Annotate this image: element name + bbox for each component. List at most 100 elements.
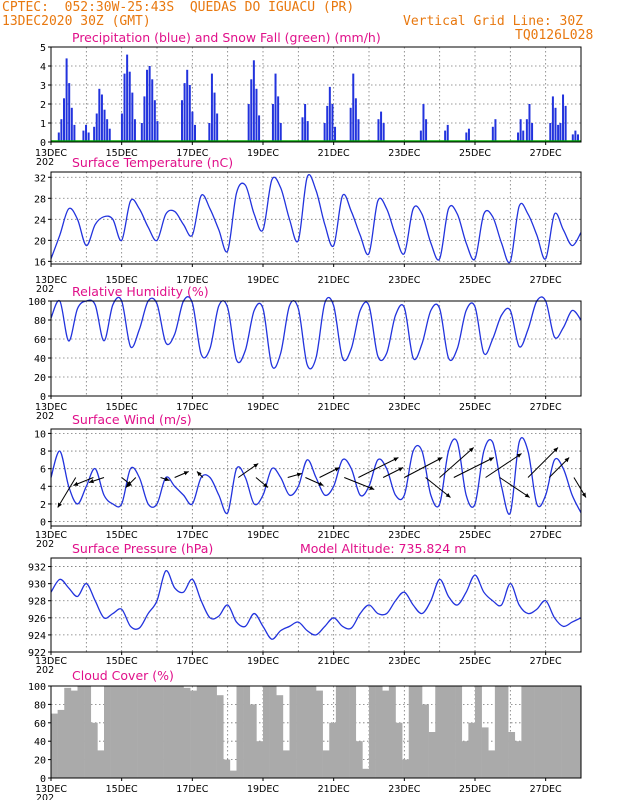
wind-arrow-head xyxy=(445,492,451,498)
x-tick-label: 15DEC xyxy=(106,402,138,413)
x-tick-label: 21DEC xyxy=(318,402,350,413)
precip-bar xyxy=(357,119,360,142)
cloud-bar xyxy=(276,695,284,778)
cloud-bar xyxy=(382,690,390,778)
wind-arrow-head xyxy=(488,457,494,462)
wind-arrow-head xyxy=(164,477,170,482)
x-tick-label: 13DEC xyxy=(35,148,67,159)
x-tick-label: 19DEC xyxy=(247,656,279,667)
precip-bar xyxy=(120,113,123,142)
series-line xyxy=(50,437,582,515)
x-tick-label: 27DEC xyxy=(530,275,562,286)
y-tick-label: 928 xyxy=(28,597,46,608)
panel-title: Relative Humidity (%) xyxy=(72,284,209,299)
cloud-bar xyxy=(475,686,482,778)
precip-bar xyxy=(574,130,577,142)
wind-arrow xyxy=(499,477,531,498)
precip-bar xyxy=(446,124,449,142)
cloud-bar xyxy=(137,686,145,778)
cloud-bar xyxy=(508,732,516,778)
precip-bar xyxy=(63,98,65,142)
x-tick-label: 15DEC xyxy=(106,656,138,667)
wind-arrow-head xyxy=(57,502,62,508)
y-tick-label: 922 xyxy=(28,648,46,659)
wind-arrow xyxy=(57,477,77,508)
wind-arrow-head xyxy=(516,453,522,458)
cloud-bar xyxy=(123,686,131,778)
cloud-bar xyxy=(256,741,264,778)
x-tick-label: 13DEC xyxy=(35,656,67,667)
precip-bar xyxy=(444,130,447,142)
cloud-bar xyxy=(110,686,118,778)
x-tick-label: 25DEC xyxy=(459,148,491,159)
cloud-bar xyxy=(408,686,416,778)
wind-arrow xyxy=(404,457,443,478)
y-tick-label: 0 xyxy=(40,392,46,403)
x-tick-label: 21DEC xyxy=(318,784,350,795)
panel-2: 16 20 24 28 32 Surface Temperature (nC) 13DEC 1… xyxy=(34,155,582,295)
x-tick-label: 23DEC xyxy=(388,530,420,541)
precip-bar xyxy=(551,96,554,142)
cloud-bar xyxy=(229,770,237,778)
cloud-bar xyxy=(335,686,343,778)
y-tick-label: 4 xyxy=(40,482,46,493)
x-tick-label: 21DEC xyxy=(318,148,350,159)
x-tick-sublabel: 202 xyxy=(36,284,54,295)
precip-bar xyxy=(494,119,497,142)
cloud-bar xyxy=(216,695,224,778)
x-tick-label: 27DEC xyxy=(530,530,562,541)
cloud-bar xyxy=(547,686,555,778)
wind-arrow xyxy=(453,457,495,478)
precip-bar xyxy=(181,100,183,142)
cloud-bar xyxy=(249,704,257,778)
y-tick-label: 24 xyxy=(34,215,46,226)
precip-bar xyxy=(85,124,88,142)
x-tick-label: 19DEC xyxy=(247,402,279,413)
cloud-bar xyxy=(176,686,184,778)
wind-arrow-head xyxy=(318,481,324,486)
precip-bar xyxy=(549,123,552,142)
precip-bar xyxy=(213,92,216,142)
precip-bar xyxy=(68,83,71,142)
panel-1: 0 1 2 3 4 5 Precipitation (blue) and Snow Fall… xyxy=(35,30,582,168)
cloud-bar xyxy=(203,686,211,778)
panel-5: 922 924 926 928 930 932 Surface Pressure (hPa)… xyxy=(28,541,582,676)
precip-bar xyxy=(250,79,253,142)
cloud-bar xyxy=(561,686,569,778)
x-tick-label: 27DEC xyxy=(530,148,562,159)
y-tick-label: 80 xyxy=(34,700,46,711)
cloud-bar xyxy=(163,686,171,778)
x-tick-label: 25DEC xyxy=(459,402,491,413)
cloud-bar xyxy=(528,686,535,778)
x-tick-label: 25DEC xyxy=(459,656,491,667)
y-tick-label: 100 xyxy=(28,297,46,308)
cloud-bar xyxy=(494,686,502,778)
series-line xyxy=(50,570,582,640)
precip-bar xyxy=(306,121,309,142)
wind-arrow xyxy=(344,477,375,490)
cloud-bar xyxy=(289,686,297,778)
y-tick-label: 16 xyxy=(34,257,46,268)
cloud-bar xyxy=(395,722,403,778)
cloud-bar xyxy=(461,741,469,778)
x-tick-label: 15DEC xyxy=(106,784,138,795)
precip-bar xyxy=(328,86,331,142)
panel-frame xyxy=(50,428,582,527)
panel-annotation: Model Altitude: 735.824 m xyxy=(300,541,466,556)
cloud-bar xyxy=(362,768,370,778)
wind-arrow-head xyxy=(398,467,404,472)
panel-3: 0 20 40 60 80 100 Relative Humidity (%) 13DEC 15… xyxy=(28,284,582,422)
x-tick-label: 19DEC xyxy=(247,784,279,795)
x-tick-label: 17DEC xyxy=(176,784,208,795)
wind-arrow-head xyxy=(263,482,268,488)
wind-arrow-head xyxy=(183,471,189,476)
precip-bar xyxy=(274,73,277,142)
wind-arrow xyxy=(425,477,451,498)
precip-bar xyxy=(108,128,111,142)
precip-bar xyxy=(559,123,562,142)
x-tick-label: 13DEC xyxy=(35,784,67,795)
precip-bar xyxy=(93,126,96,142)
x-tick-label: 21DEC xyxy=(318,530,350,541)
precip-bar xyxy=(82,130,85,142)
